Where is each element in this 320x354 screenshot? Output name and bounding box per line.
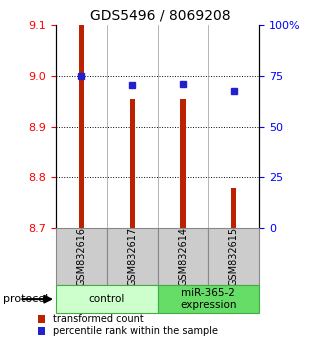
Bar: [56, 228, 107, 285]
Text: GSM832616: GSM832616: [76, 227, 86, 286]
Text: percentile rank within the sample: percentile rank within the sample: [53, 326, 218, 336]
Text: transformed count: transformed count: [53, 314, 144, 324]
Bar: [130, 98, 135, 228]
Text: protocol: protocol: [3, 294, 48, 304]
Text: miR-365-2
expression: miR-365-2 expression: [180, 288, 237, 310]
Bar: [231, 188, 236, 228]
Bar: [79, 25, 84, 228]
Text: control: control: [89, 294, 125, 304]
Bar: [107, 228, 158, 285]
Bar: [158, 228, 208, 285]
Bar: [158, 285, 259, 313]
Bar: [56, 285, 158, 313]
Text: GSM832615: GSM832615: [229, 227, 239, 286]
Text: GSM832617: GSM832617: [127, 227, 137, 286]
Text: GSM832614: GSM832614: [178, 227, 188, 286]
Bar: [180, 98, 186, 228]
Bar: [208, 228, 259, 285]
Text: GDS5496 / 8069208: GDS5496 / 8069208: [90, 9, 230, 23]
